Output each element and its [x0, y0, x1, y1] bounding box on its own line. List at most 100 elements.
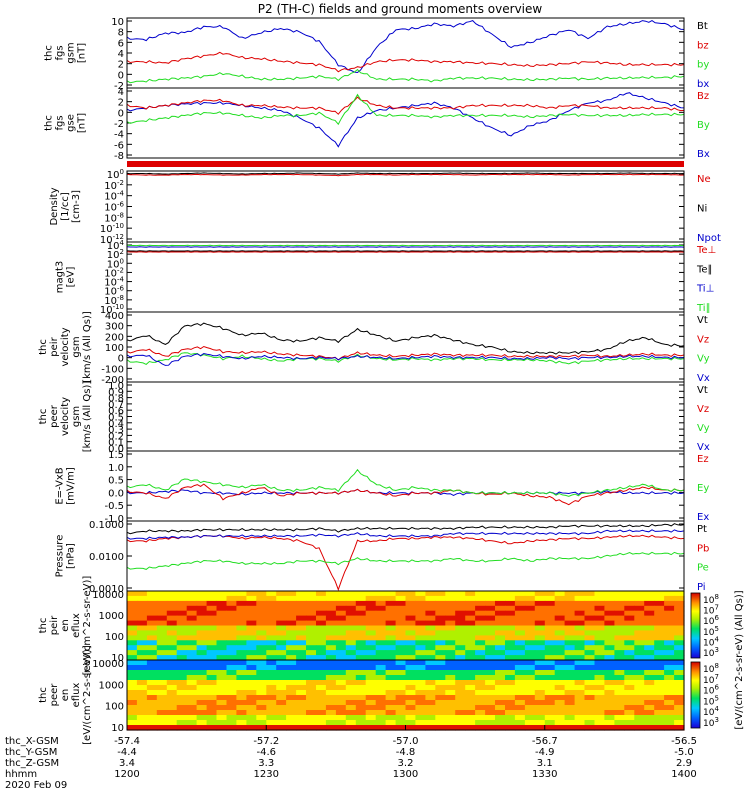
heatmap-cell: [325, 645, 337, 651]
heatmap-cell: [465, 655, 476, 661]
heatmap-cell: [584, 620, 595, 627]
heatmap-cell: [146, 591, 158, 597]
heatmap-cell: [166, 655, 178, 661]
heatmap-cell: [654, 690, 665, 696]
heatmap-cell: [495, 675, 506, 681]
heatmap-cell: [196, 620, 208, 627]
panel-peirvel: thc peir velocity gsm [km/s (All Qs)] 4003002…: [38, 311, 710, 386]
heatmap-cell: [256, 635, 267, 641]
heatmap-cell: [524, 605, 536, 612]
heatmap-cell: [365, 605, 377, 612]
heatmap-cell: [614, 630, 625, 636]
heatmap-cell: [475, 660, 486, 666]
heatmap-cell: [206, 705, 218, 711]
heatmap-cell: [355, 690, 367, 696]
heatmap-cell: [276, 695, 287, 701]
ylabel-peer_eflux-3: eflux: [71, 683, 82, 708]
heatmap-cell: [146, 645, 158, 651]
heatmap-cell: [455, 685, 466, 691]
heatmap-cell: [445, 635, 456, 641]
heatmap-cell: [604, 615, 615, 622]
legend-fgs-by: by: [697, 60, 709, 71]
heatmap-cell: [584, 720, 595, 726]
heatmap-cell: [644, 720, 655, 726]
heatmap-cell: [345, 610, 357, 617]
heatmap-cell: [505, 690, 516, 696]
heatmap-cell: [316, 685, 327, 691]
heatmap-cell: [216, 655, 227, 661]
heatmap-cell: [534, 715, 546, 721]
heatmap-cell: [554, 685, 566, 691]
heatmap-cell: [664, 640, 675, 646]
heatmap-cell: [316, 725, 327, 731]
heatmap-cell: [325, 690, 337, 696]
heatmap-cell: [634, 655, 645, 661]
heatmap-cell: [435, 690, 446, 696]
heatmap-cell: [156, 705, 168, 711]
heatmap-cell: [176, 675, 188, 681]
heatmap-cell: [226, 720, 237, 726]
heatmap-cell: [674, 640, 685, 646]
heatmap-cell: [425, 665, 436, 671]
heatmap-cell: [604, 675, 615, 681]
heatmap-cell: [246, 720, 257, 726]
heatmap-cell: [475, 695, 486, 701]
heatmap-cell: [127, 591, 138, 597]
heatmap-cell: [335, 680, 347, 686]
heatmap-cell: [127, 640, 138, 646]
heatmap-cell: [435, 591, 446, 597]
heatmap-cell: [624, 650, 635, 656]
heatmap-cell: [246, 680, 257, 686]
heatmap-cell: [425, 675, 436, 681]
series-fgsgse-By: [126, 93, 685, 126]
heatmap-cell: [176, 640, 188, 646]
heatmap-cell: [564, 620, 576, 627]
ylabel-peervel-3: gsm: [71, 406, 82, 427]
heatmap-cell: [246, 615, 257, 622]
heatmap-cell: [186, 685, 198, 691]
heatmap-cell: [166, 615, 178, 622]
heatmap-cell: [226, 725, 237, 731]
heatmap-cell: [146, 650, 158, 656]
heatmap-cell: [425, 710, 436, 716]
heatmap-cell: [156, 720, 168, 726]
heatmap-cell: [584, 600, 595, 607]
heatmap-cell: [196, 635, 208, 641]
heatmap-cell: [415, 610, 426, 617]
heatmap-cell: [634, 645, 645, 651]
heatmap-cell: [345, 675, 357, 681]
heatmap-cell: [654, 725, 665, 731]
heatmap-cell: [266, 695, 277, 701]
heatmap-cell: [425, 720, 436, 726]
ylabel-peirvel-2: velocity: [60, 327, 71, 366]
heatmap-cell: [674, 610, 685, 617]
heatmap-cell: [266, 600, 277, 607]
heatmap-cell: [266, 591, 277, 597]
heatmap-cell: [296, 705, 307, 711]
xrow-value-1-2: -4.8: [396, 747, 416, 758]
heatmap-cell: [196, 715, 208, 721]
heatmap-cell: [564, 595, 576, 602]
heatmap-cell: [594, 640, 605, 646]
heatmap-cell: [355, 630, 367, 636]
legend-peirvel-Vt: Vt: [697, 315, 708, 326]
heatmap-cell: [405, 620, 416, 627]
xrow-value-0-3: -56.7: [532, 736, 558, 747]
heatmap-cell: [186, 595, 198, 602]
heatmap-cell: [644, 710, 655, 716]
heatmap-cell: [634, 650, 645, 656]
heatmap-cell: [325, 595, 337, 602]
heatmap-cell: [256, 685, 267, 691]
heatmap-cell: [544, 670, 556, 676]
heatmap-cell: [335, 720, 347, 726]
heatmap-cell: [316, 695, 327, 701]
heatmap-cell: [544, 635, 556, 641]
heatmap-cell: [614, 645, 625, 651]
heatmap-cell: [445, 650, 456, 656]
heatmap-cell: [624, 655, 635, 661]
heatmap-cell: [166, 635, 178, 641]
xrow-value-3-0: 1200: [114, 769, 139, 780]
heatmap-cell: [564, 600, 576, 607]
heatmap-cell: [296, 725, 307, 731]
heatmap-cell: [216, 610, 227, 617]
